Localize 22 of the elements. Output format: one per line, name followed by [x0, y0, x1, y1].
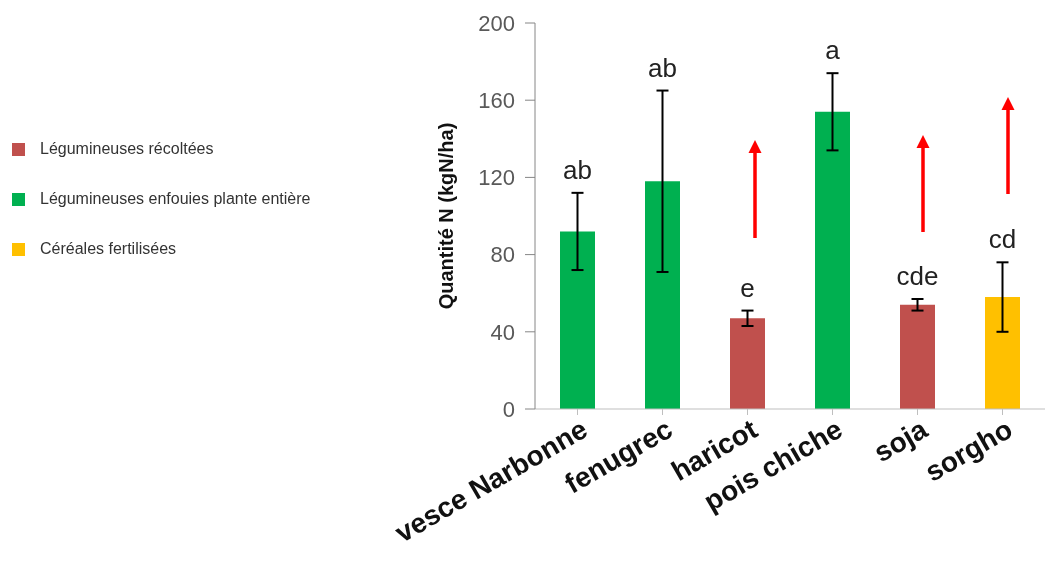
y-axis-title: Quantité N (kgN/ha): [435, 122, 457, 310]
legend-label: Légumineuses récoltées: [40, 140, 214, 158]
bar: [560, 231, 595, 409]
y-tick-label: 40: [490, 319, 515, 345]
bar: [900, 304, 935, 409]
annotation: cde: [896, 260, 939, 291]
annotation: ab: [563, 154, 592, 185]
annotation: cd: [988, 224, 1017, 255]
y-tick-label: 120: [478, 165, 515, 191]
legend-label: Légumineuses enfouies plante entière: [40, 190, 311, 208]
y-tick-label: 0: [502, 396, 515, 422]
bar: [815, 111, 850, 409]
y-tick-label: 160: [478, 88, 515, 114]
legend-label: Céréales fertilisées: [40, 240, 177, 258]
y-tick-label: 200: [478, 10, 515, 36]
annotation: e: [740, 272, 755, 303]
y-tick-label: 80: [490, 242, 515, 268]
bar: [645, 181, 680, 409]
annotation: a: [825, 35, 841, 66]
annotation: ab: [648, 52, 677, 83]
bar: [985, 297, 1020, 409]
bar: [730, 318, 765, 409]
